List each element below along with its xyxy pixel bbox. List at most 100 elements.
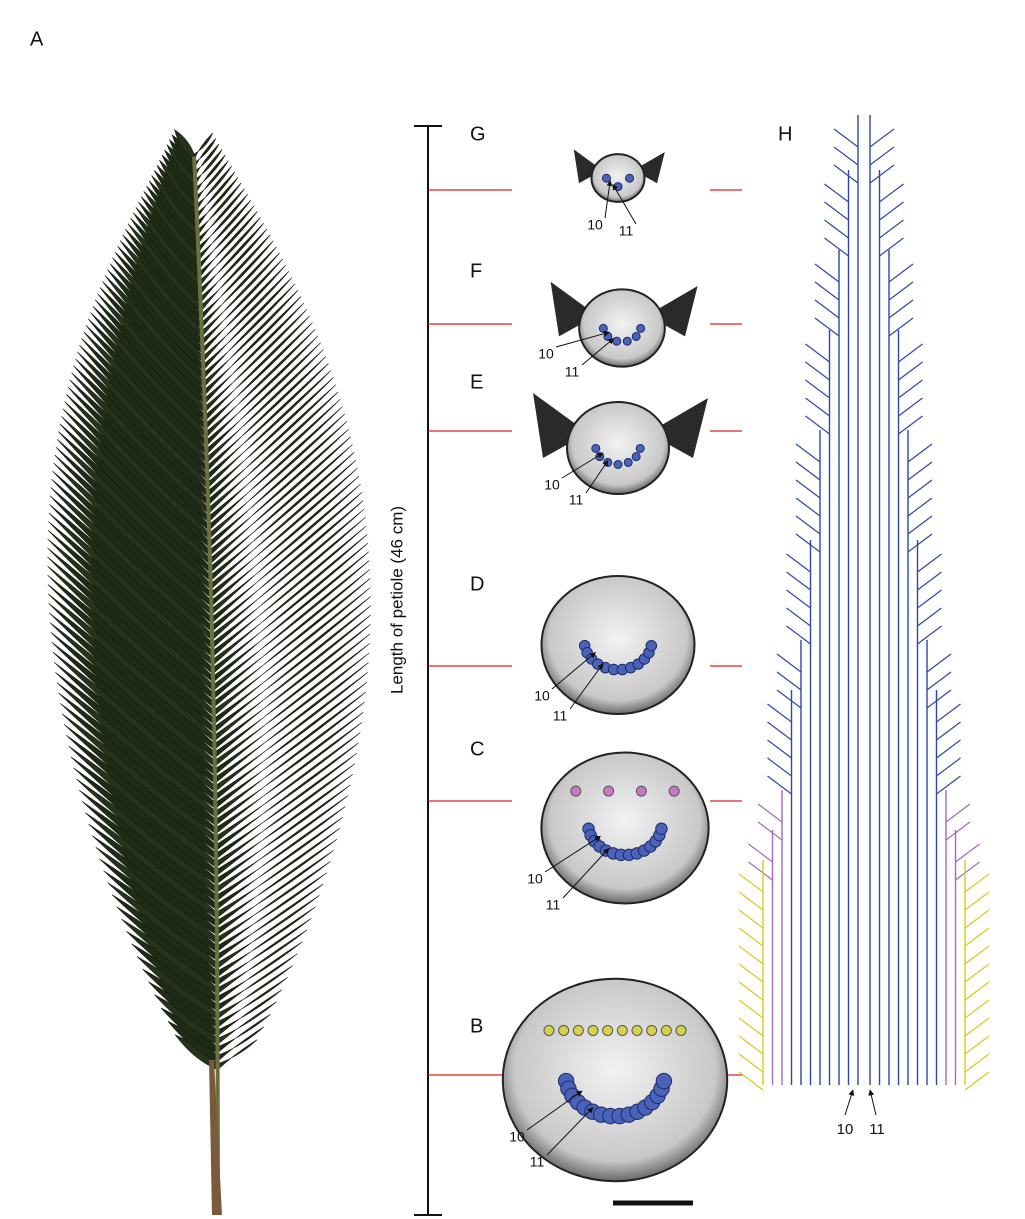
vein-branch — [815, 300, 839, 318]
bundle-label: 10 — [837, 1121, 854, 1138]
vein-branch — [927, 690, 951, 708]
leaflet — [208, 392, 338, 514]
vein-branch — [946, 804, 970, 822]
bundle — [614, 461, 622, 469]
vein-branch — [927, 672, 951, 690]
vein-branch — [825, 220, 849, 238]
sections: G1011F1011E1011D1011C1011B1011 — [428, 123, 742, 1181]
tissue — [541, 753, 708, 904]
vein-branch — [899, 344, 923, 362]
panel-label: G — [470, 123, 486, 145]
vein-branch — [965, 874, 989, 892]
panel-label: H — [778, 123, 792, 145]
tissue — [567, 402, 669, 494]
bundle — [613, 337, 621, 345]
leaf — [47, 130, 370, 1215]
leaflet — [202, 265, 285, 354]
vein-branch — [806, 362, 830, 380]
tissue — [591, 154, 644, 202]
vein-branch — [739, 1018, 763, 1036]
bundle — [676, 1026, 686, 1036]
bundle-label: 10 — [587, 217, 603, 233]
leaflet — [217, 918, 311, 985]
vein-branch — [918, 626, 942, 644]
petiole — [209, 1060, 222, 1215]
vein-branch — [739, 946, 763, 964]
vein-branch — [870, 147, 894, 165]
leaflet — [217, 817, 343, 909]
vein-branch — [825, 238, 849, 256]
vein-branch — [889, 300, 913, 318]
vein-branch — [806, 380, 830, 398]
vein-branch — [937, 722, 961, 740]
vein-branch — [889, 264, 913, 282]
vein-branch — [965, 982, 989, 1000]
bundle — [637, 324, 645, 332]
bundle — [646, 640, 657, 651]
vein-branch — [739, 928, 763, 946]
vein-branch — [899, 416, 923, 434]
bundle — [656, 823, 667, 834]
vein-branch — [918, 590, 942, 608]
bundle-label: 10 — [527, 871, 543, 887]
bundle-label: 11 — [553, 708, 568, 724]
vein-branch — [777, 690, 801, 708]
leaflet — [200, 217, 261, 286]
bundle — [632, 332, 640, 340]
bundle — [544, 1026, 554, 1036]
vein-branch — [965, 964, 989, 982]
vein-branch — [758, 822, 782, 840]
leaflet — [203, 284, 295, 379]
tissue — [542, 576, 695, 714]
leaflet — [202, 259, 283, 345]
bundle — [617, 1026, 627, 1036]
cross-section: C1011 — [428, 738, 742, 912]
vein-branch — [815, 318, 839, 336]
vein-branch — [889, 282, 913, 300]
vein-branch — [927, 654, 951, 672]
vein-branch — [796, 516, 820, 534]
arrow — [845, 1090, 853, 1115]
bundle-label: 11 — [530, 1154, 545, 1170]
bundle-label: 10 — [534, 688, 550, 704]
vein-branch — [787, 554, 811, 572]
vein-branch — [768, 776, 792, 794]
vein-branch — [880, 238, 904, 256]
vein-branch — [870, 165, 894, 183]
vein-branch — [796, 462, 820, 480]
vein-branch — [937, 776, 961, 794]
bundle-label: 11 — [569, 492, 584, 508]
vein-branch — [739, 1036, 763, 1054]
panel-label: C — [470, 738, 484, 760]
vein-branch — [768, 704, 792, 722]
bundle — [632, 1026, 642, 1036]
vein-branch — [937, 740, 961, 758]
vein-branch — [806, 416, 830, 434]
vein-branch — [965, 1000, 989, 1018]
vein-branch — [806, 398, 830, 416]
vein-branch — [825, 202, 849, 220]
panel-label: A — [30, 28, 44, 50]
vein-branch — [787, 590, 811, 608]
bundle — [636, 444, 644, 452]
vein-branch — [908, 444, 932, 462]
bundle — [624, 458, 632, 466]
bundle-label: 10 — [544, 477, 560, 493]
bundle — [647, 1026, 657, 1036]
bundle — [592, 444, 600, 452]
bundle — [602, 174, 610, 182]
vein-branch — [768, 722, 792, 740]
vein-branch — [899, 362, 923, 380]
vein-branch — [880, 184, 904, 202]
vein-branch — [870, 129, 894, 147]
leaflet — [207, 356, 326, 471]
vein-branch — [739, 910, 763, 928]
leaflet — [199, 200, 251, 261]
bundle — [623, 337, 631, 345]
vein-branch — [956, 862, 980, 880]
vein-branch — [787, 608, 811, 626]
vein-branch — [899, 380, 923, 398]
vein-branch — [965, 928, 989, 946]
vein-branch — [787, 626, 811, 644]
